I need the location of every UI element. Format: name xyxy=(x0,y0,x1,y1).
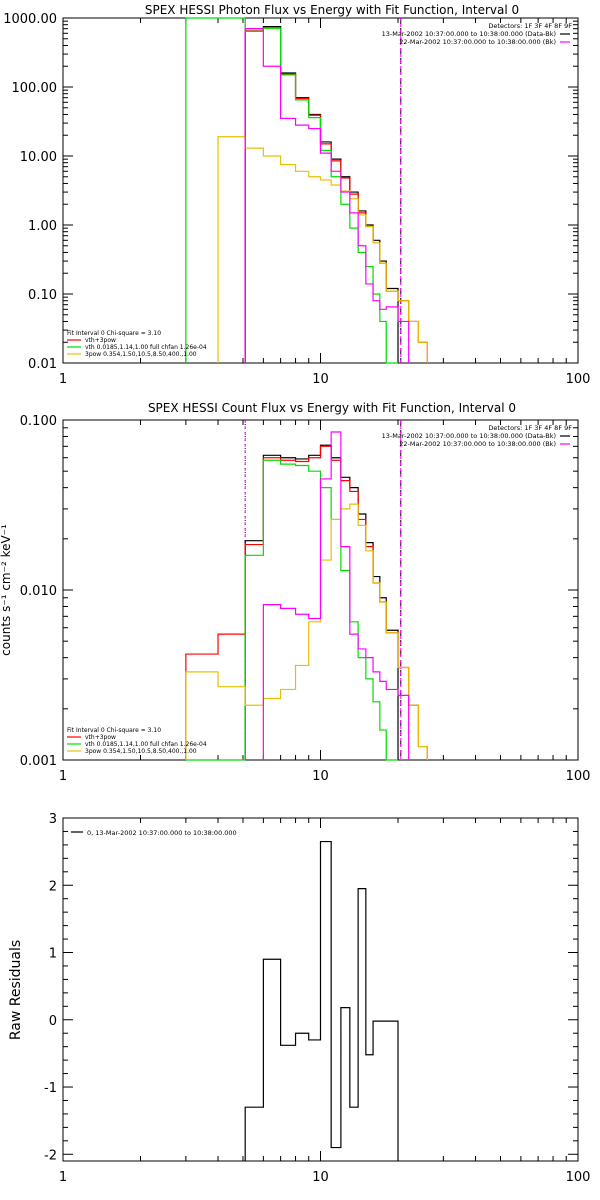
series-line xyxy=(244,26,399,363)
header-text: 13-Mar-2002 10:37:00.000 to 10:38:00.000… xyxy=(382,30,556,38)
x-tick-label: 1 xyxy=(59,769,67,784)
fit-text: 3pow 0.354,1.50,10.5,8.50,400.,1.00 xyxy=(85,748,197,755)
header-text: Detectors: 1F 3F 4F 8F 9F xyxy=(488,22,572,30)
y-tick-label: 2 xyxy=(49,879,57,894)
x-tick-label: 10 xyxy=(312,1170,329,1185)
fit-text: 3pow 0.354,1.50,10.5,8.50,400.,1.00 xyxy=(85,351,197,358)
x-tick-label: 100 xyxy=(566,769,591,784)
fit-text: vth 0.0185,1.14,1.00 full chfan 1.26e-04 xyxy=(85,741,207,748)
photon-flux-panel: SPEX HESSI Photon Flux vs Energy with Fi… xyxy=(3,3,590,387)
x-tick-label: 1 xyxy=(59,372,67,387)
y-tick-label: -1 xyxy=(44,1081,57,1096)
y-tick-label: 0.10 xyxy=(28,288,57,303)
series-line xyxy=(185,445,428,760)
y-tick-label: 0.100 xyxy=(20,414,57,429)
y-tick-label: 1 xyxy=(49,947,57,962)
series-line xyxy=(185,459,399,761)
series-line xyxy=(244,27,428,363)
series-line xyxy=(244,444,399,760)
plot-frame xyxy=(62,17,579,364)
header-text: 22-Mar-2002 10:37:00.000 to 10:38:00.000… xyxy=(399,38,556,46)
chart-title: SPEX HESSI Photon Flux vs Energy with Fi… xyxy=(145,3,519,17)
legend-text: 0, 13-Mar-2002 10:37:00.000 to 10:38:00.… xyxy=(87,829,237,837)
header-text: Detectors: 1F 3F 4F 8F 9F xyxy=(488,424,572,432)
x-tick-label: 1 xyxy=(59,1170,67,1185)
series-line xyxy=(244,840,399,1161)
y-tick-label: 1.00 xyxy=(28,219,57,234)
fit-text: Fit Interval 0 Chi-square = 3.10 xyxy=(67,330,161,337)
header-text: 22-Mar-2002 10:37:00.000 to 10:38:00.000… xyxy=(399,440,556,448)
series-line xyxy=(185,503,428,760)
count-flux-panel: SPEX HESSI Count Flux vs Energy with Fit… xyxy=(0,401,590,784)
x-tick-label: 10 xyxy=(312,769,329,784)
chart-title: SPEX HESSI Count Flux vs Energy with Fit… xyxy=(148,401,516,415)
y-tick-label: 10.00 xyxy=(20,150,57,165)
y-tick-label: 0.001 xyxy=(20,754,57,769)
y-axis-label: Raw Residuals xyxy=(8,940,24,1040)
y-tick-label: 0 xyxy=(49,1014,57,1029)
series-line xyxy=(262,431,410,760)
y-tick-label: 0.01 xyxy=(28,357,57,372)
x-tick-label: 100 xyxy=(566,1170,591,1185)
fit-text: Fit Interval 0 Chi-square = 3.10 xyxy=(67,727,161,734)
y-tick-label: -2 xyxy=(44,1148,57,1163)
header-text: 13-Mar-2002 10:37:00.000 to 10:38:00.000… xyxy=(382,432,556,440)
series-line xyxy=(217,136,428,363)
fit-text: vth+3pow xyxy=(85,337,116,344)
fit-text: vth+3pow xyxy=(85,734,116,741)
y-tick-label: 1000.00 xyxy=(3,12,57,27)
plot-area: 1 10 100 0.100 0.010 0.001 Detectors: 1F 3F 4F… xyxy=(20,414,591,784)
x-tick-label: 100 xyxy=(566,372,591,387)
fit-text: vth 0.0185,1.14,1.00 full chfan 1.26e-04 xyxy=(85,344,207,351)
y-tick-label: 3 xyxy=(49,812,57,827)
y-tick-label: 100.00 xyxy=(12,81,58,96)
y-tick-label: 0.010 xyxy=(20,584,57,599)
y-axis-label: counts s⁻¹ cm⁻² keV⁻¹ xyxy=(0,524,13,656)
series-line xyxy=(244,28,410,363)
plot-area: 1 10 100 1000.00 100.00 10.00 1.00 0.10 0.01 Dete… xyxy=(3,12,590,387)
x-tick-label: 10 xyxy=(312,372,329,387)
